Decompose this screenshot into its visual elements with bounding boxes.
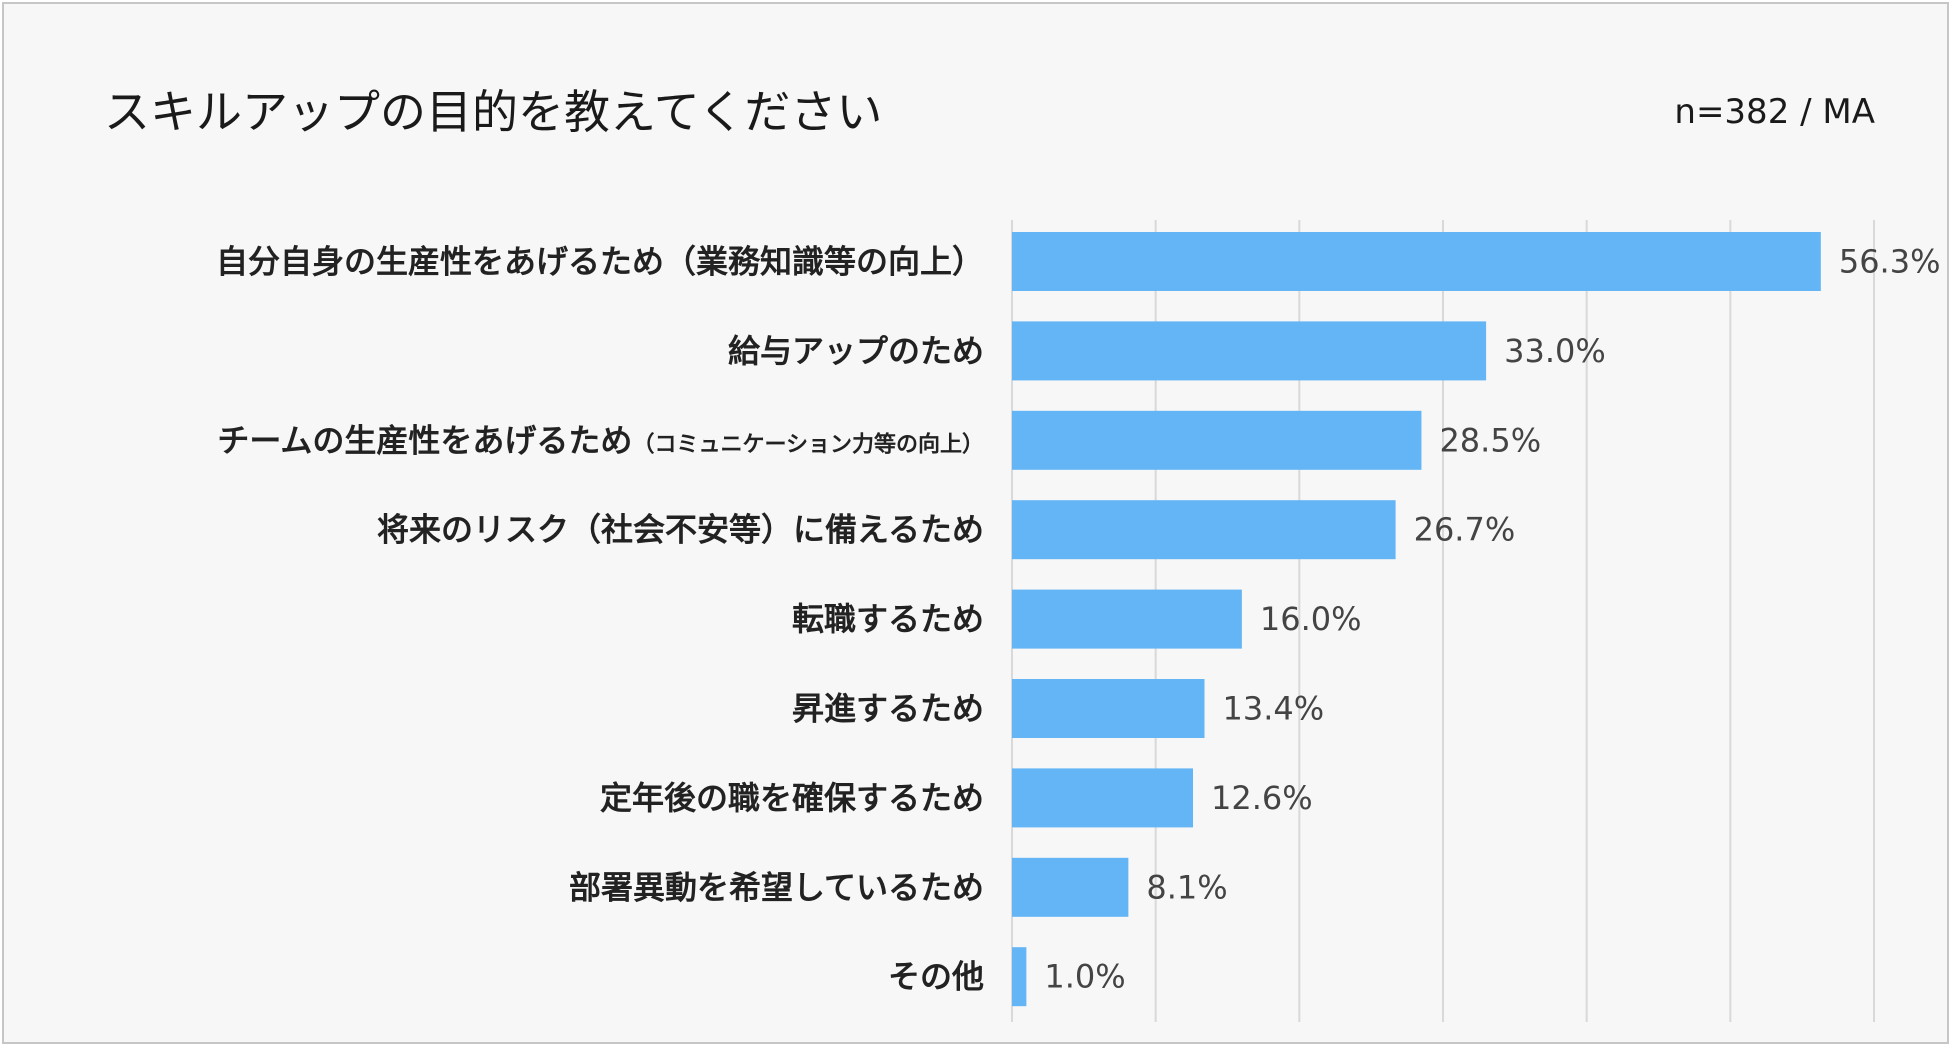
category-label: チームの生産性をあげるため（コミュニケーション力等の向上）: [217, 421, 984, 459]
category-label: 昇進するため: [792, 690, 984, 728]
value-label: 13.4%: [1223, 690, 1325, 728]
bar: [1012, 947, 1027, 1007]
sample-size-note: n=382 / MA: [1674, 92, 1875, 132]
category-label: 自分自身の生産性をあげるため（業務知識等の向上）: [216, 243, 984, 281]
category-label: 定年後の職を確保するため: [600, 779, 984, 817]
value-label: 26.7%: [1414, 511, 1516, 549]
value-label: 33.0%: [1504, 332, 1606, 370]
bar: [1012, 768, 1194, 828]
bar: [1012, 679, 1205, 738]
category-label-main: 給与アップのため: [728, 332, 984, 370]
category-label-main: 将来のリスク（社会不安等）に備えるため: [377, 511, 984, 549]
value-label: 28.5%: [1439, 421, 1541, 459]
bar-chart: 56.3% 自分自身の生産性をあげるため（業務知識等の向上） 33.0% 給与アップの…: [216, 220, 1941, 1022]
category-label-main: 自分自身の生産性をあげるため（業務知識等の向上）: [216, 243, 984, 281]
category-label: その他: [888, 958, 984, 996]
category-label-main: その他: [888, 958, 984, 996]
category-label-sub: （コミュニケーション力等の向上）: [632, 431, 984, 457]
bar: [1012, 500, 1396, 560]
bar: [1012, 410, 1422, 470]
bar: [1012, 321, 1487, 381]
bar: [1012, 589, 1242, 649]
value-label: 16.0%: [1260, 600, 1362, 638]
value-label: 1.0%: [1044, 958, 1125, 996]
value-label: 12.6%: [1211, 779, 1313, 817]
chart-title: スキルアップの目的を教えてください: [104, 85, 883, 139]
category-label: 転職するため: [792, 600, 984, 638]
category-label-main: 転職するため: [792, 600, 984, 638]
bar: [1012, 232, 1821, 291]
category-label: 将来のリスク（社会不安等）に備えるため: [377, 511, 984, 549]
bar: [1012, 857, 1129, 917]
category-label-main: 定年後の職を確保するため: [600, 779, 984, 817]
category-label-main: 部署異動を希望しているため: [569, 868, 984, 906]
category-label: 給与アップのため: [728, 332, 984, 370]
value-label: 8.1%: [1146, 868, 1227, 906]
category-label-main: チームの生産性をあげるため: [217, 421, 632, 459]
value-label: 56.3%: [1839, 243, 1941, 281]
category-label: 部署異動を希望しているため: [569, 868, 984, 906]
category-label-main: 昇進するため: [792, 690, 984, 728]
